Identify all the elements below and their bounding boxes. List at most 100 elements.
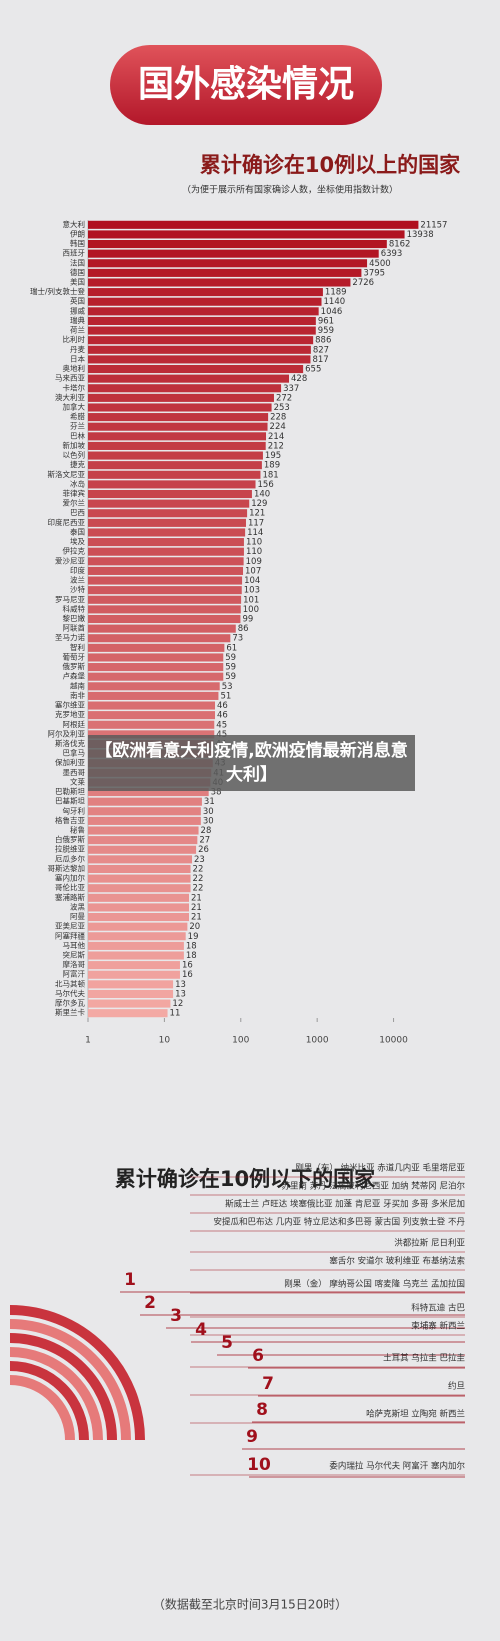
- value-label: 337: [283, 384, 299, 394]
- y-tick-label: 阿联酋: [63, 623, 86, 633]
- bar: [88, 518, 246, 527]
- value-label: 22: [193, 874, 204, 884]
- rings: [9, 1305, 145, 1441]
- value-label: 110: [246, 547, 262, 557]
- bar: [88, 672, 224, 681]
- value-label: 827: [313, 345, 329, 355]
- value-label: 31: [204, 797, 215, 807]
- bar: [88, 624, 236, 633]
- value-label: 13938: [407, 230, 434, 240]
- y-tick-label: 卡塔尔: [63, 382, 86, 392]
- value-label: 110: [246, 538, 262, 548]
- bar: [88, 643, 225, 652]
- bar: [88, 432, 267, 441]
- y-tick-label: 墨西哥: [63, 768, 86, 777]
- y-tick-label: 德国: [70, 267, 85, 277]
- y-tick-label: 斯洛伐克: [55, 738, 85, 748]
- bar: [88, 970, 180, 979]
- country-list: 柬埔寨 新西兰: [411, 1321, 465, 1332]
- country-list: 安提瓜和巴布达 几内亚 特立尼达和多巴哥 蒙古国 列支敦士登 不丹: [213, 1217, 465, 1228]
- value-label: 6393: [381, 249, 403, 259]
- value-label: 59: [225, 672, 236, 682]
- value-label: 8162: [389, 240, 411, 250]
- bar: [88, 509, 248, 518]
- y-tick-label: 斯里兰卡: [55, 1007, 85, 1017]
- value-label: 253: [274, 403, 290, 413]
- y-tick-label: 加拿大: [63, 401, 86, 411]
- group-count: 7: [262, 1374, 274, 1394]
- bar: [88, 816, 201, 825]
- y-tick-label: 秘鲁: [70, 825, 85, 835]
- bar: [88, 788, 209, 797]
- value-label: 109: [246, 557, 262, 567]
- y-tick-label: 埃及: [70, 536, 85, 546]
- bar: [88, 932, 186, 941]
- bar: [88, 355, 311, 364]
- country-list: 哈萨克斯坦 立陶宛 新西兰: [366, 1409, 465, 1420]
- caption: 【欧洲看意大利疫情,欧洲疫情最新消息意大利】: [88, 735, 415, 791]
- x-tick-label: 10000: [379, 1036, 408, 1046]
- y-tick-label: 马来西亚: [55, 374, 85, 383]
- y-tick-label: 北马其顿: [55, 978, 85, 988]
- bar: [88, 499, 250, 508]
- group-count: 2: [144, 1293, 156, 1313]
- bar: [88, 893, 190, 902]
- value-label: 12: [172, 999, 183, 1009]
- lower-title: 累计确诊在10例以下的国家: [115, 1167, 376, 1191]
- chart-title: 累计确诊在10例以上的国家: [200, 153, 461, 177]
- bar: [88, 720, 215, 729]
- value-label: 16: [182, 961, 193, 971]
- y-tick-label: 保加利亚: [55, 757, 85, 767]
- value-label: 129: [251, 499, 267, 509]
- y-tick-label: 比利时: [63, 334, 86, 344]
- value-label: 272: [276, 393, 292, 403]
- bar: [88, 288, 323, 297]
- value-label: 655: [305, 365, 321, 375]
- country-list: 委内瑞拉 马尔代夫 阿富汗 塞内加尔: [329, 1461, 465, 1472]
- group-count: 3: [170, 1306, 182, 1326]
- y-tick-label: 格鲁吉亚: [55, 815, 85, 825]
- value-label: 121: [249, 509, 265, 519]
- bar: [88, 384, 282, 393]
- y-tick-label: 法国: [70, 257, 85, 267]
- y-tick-label: 白俄罗斯: [55, 834, 85, 844]
- bar: [88, 874, 191, 883]
- y-tick-label: 斯洛文尼亚: [48, 469, 86, 479]
- value-label: 53: [222, 682, 233, 692]
- y-tick-label: 智利: [70, 642, 85, 652]
- y-tick-label: 哥伦比亚: [55, 882, 85, 892]
- y-tick-label: 阿根廷: [63, 719, 86, 729]
- y-tick-label: 菲律宾: [63, 488, 86, 498]
- group-count: 5: [221, 1333, 233, 1353]
- bar: [88, 413, 269, 422]
- value-label: 61: [226, 643, 237, 653]
- value-label: 817: [312, 355, 328, 365]
- y-tick-label: 伊朗: [70, 228, 85, 238]
- bar: [88, 230, 405, 239]
- bar: [88, 845, 197, 854]
- value-label: 38: [211, 788, 222, 798]
- bar: [88, 614, 241, 624]
- value-label: 46: [217, 711, 228, 721]
- bar: [88, 259, 368, 268]
- value-label: 59: [225, 663, 236, 673]
- y-tick-label: 泰国: [70, 526, 85, 536]
- y-tick-label: 葡萄牙: [63, 651, 86, 661]
- bar: [88, 461, 262, 470]
- y-tick-label: 拉脱维亚: [55, 844, 85, 854]
- bar: [88, 951, 184, 960]
- bar: [88, 326, 316, 335]
- y-tick-label: 巴勒斯坦: [55, 786, 85, 796]
- bar: [88, 605, 241, 614]
- y-tick-label: 越南: [70, 680, 85, 690]
- y-tick-label: 哥斯达黎加: [48, 863, 86, 873]
- bar: [88, 682, 220, 691]
- ring: [9, 1375, 75, 1441]
- bar: [88, 364, 304, 374]
- value-label: 140: [254, 490, 270, 500]
- bar: [88, 941, 184, 950]
- y-tick-label: 奥地利: [63, 363, 86, 373]
- bar: [88, 336, 314, 345]
- bar: [88, 691, 219, 700]
